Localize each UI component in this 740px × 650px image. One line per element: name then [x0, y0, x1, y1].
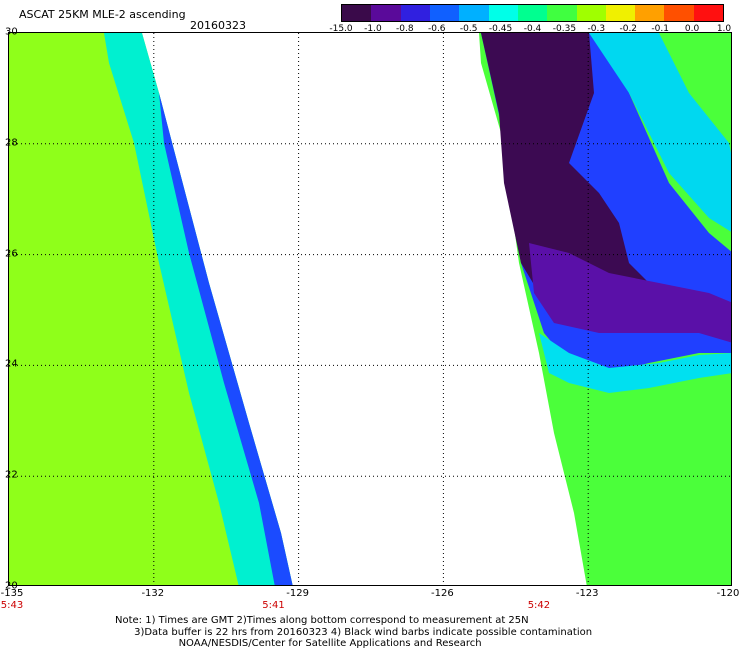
footnote-line2: 3)Data buffer is 22 hrs from 20160323 4)…	[134, 626, 593, 638]
color-scale-label: -0.45	[488, 24, 513, 34]
right-swath-transition-band	[539, 333, 731, 393]
color-scale-labels: -15.0 -1.0 -0.8 -0.6 -0.5 -0.45 -0.4 -0.35 -0.3 -…	[329, 24, 731, 36]
color-scale-label: -0.35	[552, 24, 577, 34]
color-scale-label: -0.1	[651, 24, 669, 34]
color-scale-label: -0.8	[396, 24, 414, 34]
color-scale-label: -0.4	[523, 24, 542, 34]
longitude-label: -120	[716, 588, 740, 599]
color-scale-label: -1.0	[364, 24, 382, 34]
latitude-label: 22	[5, 469, 18, 481]
longitude-label: -123	[575, 588, 599, 599]
footnote-line1: Note: 1) Times are GMT 2)Times along bot…	[115, 615, 529, 626]
color-swatch-11	[664, 5, 694, 21]
color-swatch-5	[488, 5, 518, 21]
color-swatch-12	[693, 5, 724, 21]
right-swath-purple-band	[529, 243, 731, 343]
map-date: 20160323	[190, 19, 246, 32]
color-scale-label: 0.0	[684, 24, 700, 34]
color-swatch-8	[576, 5, 606, 21]
latitude-label: 28	[5, 137, 18, 149]
color-scale-label: -0.2	[619, 24, 638, 34]
footnote: Note: 1) Times are GMT 2)Times along bot…	[115, 615, 592, 650]
swath-map	[9, 33, 731, 585]
color-swatch-6	[517, 5, 548, 21]
left-swath-low-edge	[159, 93, 293, 585]
color-swatch-1	[371, 5, 401, 21]
color-swatch-3	[429, 5, 460, 21]
swath-time-label: 5:43	[0, 600, 24, 611]
swath-time-label: 5:42	[527, 600, 551, 611]
footnote-line3: NOAA/NESDIS/Center for Satellite Applica…	[178, 638, 482, 649]
color-swatch-2	[400, 5, 430, 21]
color-swatch-4	[459, 5, 489, 21]
color-swatch-7	[547, 5, 577, 21]
color-swatch-9	[605, 5, 636, 21]
color-scale-label: -0.3	[587, 24, 606, 34]
longitude-label: -132	[141, 588, 165, 599]
latitude-label: 24	[5, 358, 18, 370]
map-title: ASCAT 25KM MLE-2 ascending	[19, 8, 186, 21]
longitude-label: -129	[286, 588, 309, 599]
color-scale-label: 1.0	[716, 24, 732, 34]
color-swatch-10	[635, 5, 665, 21]
color-scale-label: -0.6	[427, 24, 446, 34]
latitude-label: 30	[5, 26, 18, 38]
latitude-label: 26	[5, 248, 18, 260]
map-plot-area	[8, 32, 732, 586]
color-scale-bar	[341, 4, 724, 22]
right-swath-mid-region	[589, 33, 731, 232]
color-swatch-0	[342, 5, 372, 21]
swath-time-label: 5:41	[262, 600, 285, 611]
color-scale-label: -0.5	[459, 24, 478, 34]
longitude-label: -135	[0, 588, 24, 599]
latitude-label: 20	[5, 580, 18, 592]
right-swath-lowest-region	[481, 33, 669, 313]
color-scale-label: -15.0	[329, 24, 353, 34]
longitude-label: -126	[431, 588, 454, 599]
